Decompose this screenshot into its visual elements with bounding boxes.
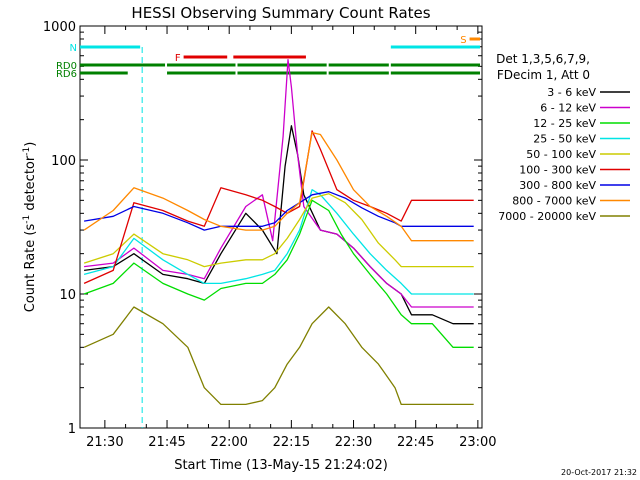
x-tick-label: 22:00	[210, 435, 247, 450]
y-tick-label: 10	[59, 288, 76, 303]
footer-timestamp: 20-Oct-2017 21:32	[561, 468, 637, 477]
legend: Det 1,3,5,6,7,9, FDecim 1, Att 0 3 - 6 k…	[496, 52, 630, 223]
y-tick-label: 1000	[43, 20, 76, 35]
x-tick-label: 21:45	[148, 435, 185, 450]
x-axis-label: Start Time (13-May-15 21:24:02)	[174, 458, 388, 473]
y-axis-label: Count Rate (s-1 detector-1)	[22, 142, 38, 313]
legend-entry-label: 7000 - 20000 keV	[498, 210, 596, 223]
series-line	[83, 189, 474, 295]
legend-entry-label: 3 - 6 keV	[547, 86, 596, 99]
x-tick-label: 23:00	[459, 435, 496, 450]
x-tick-label: 22:45	[397, 435, 434, 450]
series-line	[83, 130, 474, 284]
state-bar-label: RD6	[56, 69, 77, 80]
series-line	[84, 125, 474, 325]
legend-entry-label: 50 - 100 keV	[526, 148, 596, 161]
y-axis-ticks: 1 10 100 1000	[43, 20, 482, 437]
y-tick-label: 1	[68, 422, 76, 437]
state-bar-label: N	[70, 43, 77, 54]
series-line	[83, 306, 474, 406]
series-lines	[83, 59, 474, 406]
state-bar-label: S	[460, 35, 466, 46]
x-tick-label: 22:15	[273, 435, 310, 450]
series-line	[83, 193, 474, 268]
series-line	[83, 199, 474, 348]
legend-entry-label: 100 - 300 keV	[519, 164, 596, 177]
plot-frame	[79, 25, 483, 429]
legend-header-line1: Det 1,3,5,6,7,9,	[496, 52, 590, 66]
x-tick-label: 21:30	[86, 435, 123, 450]
legend-entry-label: 12 - 25 keV	[533, 117, 596, 130]
state-bar-label: F	[175, 53, 181, 64]
legend-header-line2: FDecim 1, Att 0	[497, 68, 590, 82]
x-tick-label: 22:30	[335, 435, 372, 450]
x-axis-ticks: 21:30 21:45 22:00 22:15 22:30 22:45 23:00	[86, 26, 497, 450]
legend-entry-label: 300 - 800 keV	[519, 179, 596, 192]
chart-title: HESSI Observing Summary Count Rates	[131, 4, 430, 22]
legend-entry-label: 6 - 12 keV	[540, 102, 596, 115]
y-tick-label: 100	[51, 154, 76, 169]
series-line	[83, 131, 474, 242]
state-bar-label: RD0	[56, 61, 77, 72]
legend-entry-label: 25 - 50 keV	[533, 133, 596, 146]
legend-entry-label: 800 - 7000 keV	[512, 195, 596, 208]
